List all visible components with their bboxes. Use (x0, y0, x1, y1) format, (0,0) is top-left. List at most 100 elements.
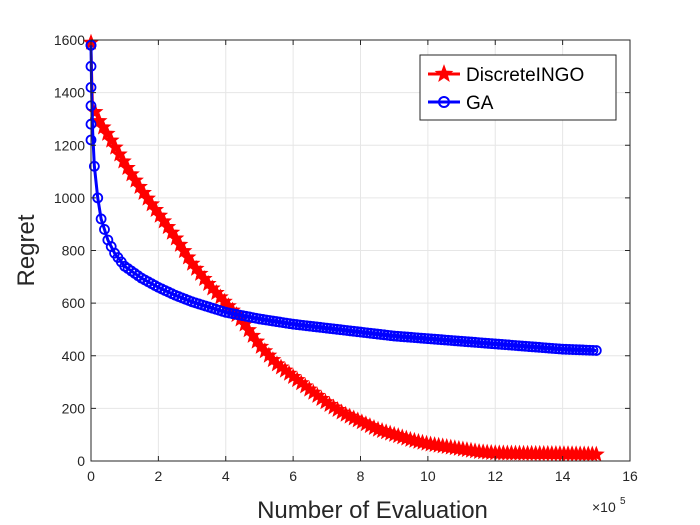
series-marker-ga (537, 342, 548, 353)
series-marker-ga (540, 342, 552, 354)
series-marker-ga (550, 343, 562, 355)
series-marker-ga (392, 330, 403, 342)
series-marker-ga (402, 331, 414, 343)
series-marker-ga (408, 332, 420, 343)
series-marker-discreteingo (98, 124, 116, 141)
y-tick-label: 1200 (54, 137, 85, 153)
series-marker-ga (533, 341, 545, 353)
legend-marker-discreteingo (434, 64, 454, 82)
x-exponent-label: ×10 (592, 499, 616, 515)
series-marker-ga (547, 342, 558, 354)
series-marker-ga (553, 343, 565, 355)
series-marker-discreteingo (321, 395, 338, 412)
legend-label-ga: GA (466, 93, 494, 114)
y-axis-label: Regret (13, 214, 40, 286)
series-marker-ga (567, 344, 579, 355)
legend: DiscreteINGO GA (419, 54, 617, 121)
y-tick-label: 1600 (54, 32, 85, 48)
y-tick-label: 1000 (54, 190, 85, 206)
series-marker-ga (493, 338, 505, 350)
series-marker-ga (449, 335, 461, 347)
series-marker-ga (526, 341, 538, 353)
series-marker-ga (503, 339, 515, 351)
series-marker-ga (425, 333, 437, 345)
series-marker-ga (432, 334, 444, 345)
series-marker-ga (587, 344, 599, 356)
series-marker-discreteingo (587, 445, 605, 462)
series-marker-ga (563, 344, 575, 355)
series-marker-ga (513, 340, 525, 352)
y-tick-label: 200 (62, 400, 86, 416)
y-tick-label: 400 (62, 348, 86, 364)
y-tick-label: 0 (77, 453, 85, 469)
series-marker-ga (516, 340, 528, 352)
series-marker-ga (530, 341, 542, 353)
series-marker-ga (466, 336, 478, 348)
legend-marker-ga (438, 96, 450, 108)
series-marker-ga (95, 213, 107, 225)
series-marker-ga (489, 338, 501, 350)
series-marker-ga (462, 336, 474, 348)
series-marker-ga (88, 160, 100, 172)
series-marker-ga (412, 332, 424, 344)
x-tick-label: 10 (420, 468, 436, 484)
series-marker-discreteingo (329, 401, 347, 418)
series-marker-ga (580, 344, 592, 356)
series-marker-discreteingo (325, 398, 342, 415)
series-marker-ga (520, 340, 531, 352)
legend-label-discreteingo: DiscreteINGO (466, 65, 584, 86)
series-marker-ga (419, 332, 430, 344)
series-marker-ga (499, 339, 511, 351)
series-marker-ga (469, 336, 481, 348)
series-marker-ga (415, 332, 427, 344)
x-tick-label: 12 (487, 468, 503, 484)
x-tick-label: 8 (357, 468, 365, 484)
series-marker-ga (577, 344, 589, 356)
series-marker-ga (584, 344, 595, 356)
series-marker-ga (523, 341, 535, 352)
plot-area: 0 2 4 6 8 10 12 14 16 0 200 400 600 800 1000 1200 1400 16… (13, 32, 638, 524)
y-tick-label: 600 (62, 295, 86, 311)
y-tick-label: 1400 (54, 85, 85, 101)
series-marker-ga (506, 339, 518, 351)
series-marker-ga (456, 335, 467, 347)
series-marker-discreteingo (114, 152, 132, 169)
series-marker-ga (405, 331, 417, 343)
series-marker-discreteingo (110, 145, 128, 162)
series-marker-ga (429, 333, 441, 345)
x-exponent-power: 5 (620, 496, 626, 507)
series-marker-ga (543, 342, 555, 354)
series-marker-ga (398, 331, 410, 343)
series-marker-ga (435, 334, 447, 346)
series-marker-ga (439, 334, 451, 346)
series-marker-ga (452, 335, 464, 347)
series-marker-ga (459, 336, 471, 347)
series-marker-discreteingo (106, 138, 124, 155)
series-marker-discreteingo (102, 131, 120, 148)
series-marker-ga (590, 345, 602, 356)
series-marker-ga (496, 339, 508, 350)
x-tick-label: 6 (289, 468, 297, 484)
legend-box (419, 54, 617, 121)
series-marker-ga (570, 344, 582, 356)
series-marker-ga (388, 330, 400, 342)
y-tick-label: 800 (62, 243, 86, 259)
series-marker-discreteingo (333, 403, 351, 420)
series-marker-ga (557, 343, 569, 355)
series-marker-ga (476, 337, 488, 349)
x-tick-label: 0 (87, 468, 95, 484)
series-marker-ga (99, 224, 110, 235)
series-marker-ga (574, 344, 585, 356)
x-axis-label: Number of Evaluation (257, 497, 488, 524)
series-marker-ga (446, 335, 457, 346)
series-marker-ga (560, 343, 572, 355)
x-tick-label: 14 (555, 468, 571, 484)
series-marker-ga (479, 337, 491, 349)
series-marker-ga (486, 338, 498, 350)
series-marker-ga (442, 334, 454, 346)
x-tick-label: 4 (222, 468, 230, 484)
series-marker-ga (473, 337, 484, 348)
x-tick-label: 2 (154, 468, 162, 484)
